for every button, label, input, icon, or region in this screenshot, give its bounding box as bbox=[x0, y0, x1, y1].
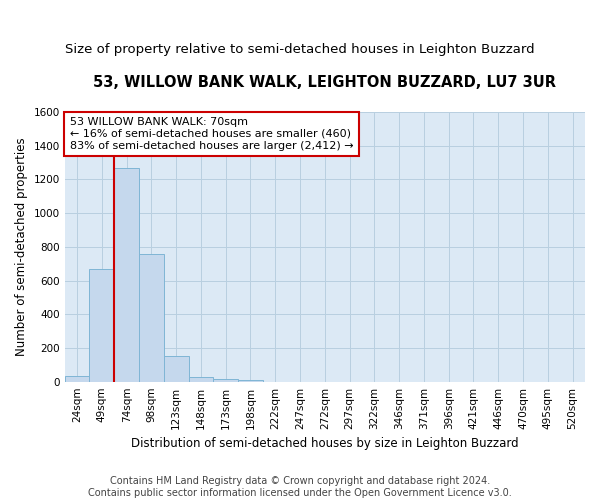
Bar bbox=[188, 376, 214, 382]
Text: Contains HM Land Registry data © Crown copyright and database right 2024.
Contai: Contains HM Land Registry data © Crown c… bbox=[88, 476, 512, 498]
Bar bbox=[214, 379, 238, 382]
Text: 53 WILLOW BANK WALK: 70sqm
← 16% of semi-detached houses are smaller (460)
83% o: 53 WILLOW BANK WALK: 70sqm ← 16% of semi… bbox=[70, 118, 353, 150]
Title: 53, WILLOW BANK WALK, LEIGHTON BUZZARD, LU7 3UR: 53, WILLOW BANK WALK, LEIGHTON BUZZARD, … bbox=[94, 75, 556, 90]
Bar bbox=[114, 168, 139, 382]
Y-axis label: Number of semi-detached properties: Number of semi-detached properties bbox=[15, 138, 28, 356]
Bar bbox=[65, 376, 89, 382]
Bar bbox=[238, 380, 263, 382]
Text: Size of property relative to semi-detached houses in Leighton Buzzard: Size of property relative to semi-detach… bbox=[65, 42, 535, 56]
X-axis label: Distribution of semi-detached houses by size in Leighton Buzzard: Distribution of semi-detached houses by … bbox=[131, 437, 518, 450]
Bar bbox=[89, 269, 114, 382]
Bar bbox=[164, 356, 188, 382]
Bar bbox=[139, 254, 164, 382]
